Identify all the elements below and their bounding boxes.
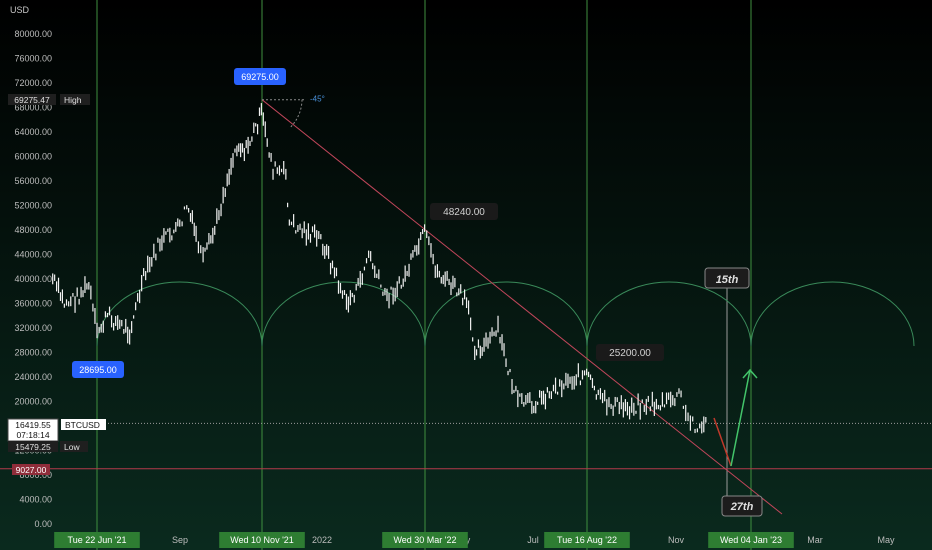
label-15th[interactable]: 15th: [704, 267, 750, 289]
y-tick-label: 72000.00: [14, 78, 52, 88]
y-tick-label: 56000.00: [14, 176, 52, 186]
x-tick-label: Sep: [172, 535, 188, 545]
down-arrow: [713, 417, 732, 467]
low-price-tag: 15479.25 Low: [8, 441, 88, 452]
aug-high-label: 25200.00: [609, 348, 651, 359]
x-tick-label: Nov: [668, 535, 685, 545]
date-highlight-label: Tue 22 Jun '21: [68, 535, 127, 545]
peak-label: 69275.00: [241, 72, 279, 82]
y-tick-label: 52000.00: [14, 201, 52, 211]
mid-high-label: 48240.00: [443, 207, 485, 218]
projection-arrows: [713, 368, 758, 467]
cycle-lines: [96, 0, 752, 550]
x-tick-label: y: [466, 535, 471, 545]
cycle-arc: [750, 281, 915, 347]
cycle-arc: [261, 281, 426, 347]
high-value: 69275.47: [14, 95, 50, 105]
angle-arc: [289, 99, 303, 129]
date-highlight-label: Wed 10 Nov '21: [230, 535, 294, 545]
date-highlight-label: Wed 30 Mar '22: [393, 535, 456, 545]
angle-label: -45°: [310, 95, 325, 104]
low-value: 15479.25: [15, 442, 51, 452]
last-price-value: 16419.55: [15, 420, 51, 430]
high-text: High: [64, 95, 82, 105]
price-series: [52, 103, 707, 434]
trend-line: [261, 99, 783, 515]
x-tick-label: Jul: [527, 535, 539, 545]
x-tick-label: 2022: [312, 535, 332, 545]
x-tick-label: May: [877, 535, 895, 545]
mid-high-callout[interactable]: 48240.00: [430, 203, 498, 220]
cycle-arc: [586, 281, 752, 347]
last-price-tag: 16419.55 07:18:14 BTCUSD: [7, 418, 106, 442]
high-price-tag: 69275.47 High: [8, 94, 90, 105]
label-27th[interactable]: 27th: [721, 495, 763, 517]
level-value: 9027.00: [16, 465, 47, 475]
y-tick-label: 36000.00: [14, 299, 52, 309]
trough-label: 28695.00: [79, 365, 117, 375]
date-highlight: [54, 532, 140, 548]
date-highlight: [544, 532, 630, 548]
level-price-tag: 9027.00: [12, 464, 50, 475]
y-tick-label: 64000.00: [14, 127, 52, 137]
y-tick-label: 0.00: [34, 519, 52, 529]
y-tick-label: 32000.00: [14, 323, 52, 333]
label-27th-text: 27th: [730, 501, 754, 513]
low-text: Low: [64, 442, 80, 452]
symbol-label: BTCUSD: [65, 420, 100, 430]
y-tick-label: 24000.00: [14, 372, 52, 382]
date-highlight: [708, 532, 794, 548]
y-tick-label: 28000.00: [14, 348, 52, 358]
up-arrowhead: [742, 368, 758, 379]
label-15th-text: 15th: [716, 274, 739, 286]
y-tick-label: 44000.00: [14, 250, 52, 260]
y-tick-label: 76000.00: [14, 54, 52, 64]
y-tick-label: 40000.00: [14, 274, 52, 284]
x-axis: Sep 2022 y Jul Nov Mar May Tue 22 Jun '21 Wed 10…: [54, 532, 895, 548]
aug-high-callout[interactable]: 25200.00: [596, 344, 664, 361]
date-highlight-label: Tue 16 Aug '22: [557, 535, 617, 545]
countdown-value: 07:18:14: [16, 430, 49, 440]
date-highlight: [219, 532, 305, 548]
date-highlight-label: Wed 04 Jan '23: [720, 535, 782, 545]
y-tick-label: 60000.00: [14, 152, 52, 162]
up-arrow: [730, 369, 751, 467]
trough-callout[interactable]: 28695.00: [72, 361, 124, 378]
y-tick-label: 80000.00: [14, 29, 52, 39]
y-tick-label: 4000.00: [19, 495, 52, 505]
cycle-arc: [424, 281, 588, 347]
y-tick-label: 68000.00: [14, 103, 52, 113]
peak-callout[interactable]: 69275.00: [234, 68, 286, 85]
currency-label: USD: [10, 5, 30, 15]
y-tick-label: 48000.00: [14, 225, 52, 235]
x-tick-label: Mar: [807, 535, 823, 545]
date-highlight: [382, 532, 468, 548]
y-tick-label: 20000.00: [14, 397, 52, 407]
